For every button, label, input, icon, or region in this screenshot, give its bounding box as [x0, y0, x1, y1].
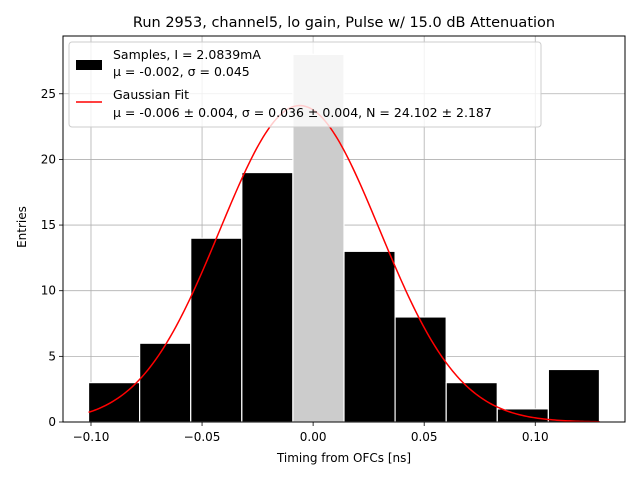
- histogram-bar: [139, 342, 192, 423]
- histogram-bar: [241, 171, 294, 423]
- axis-ticks: −0.10 −0.05 0.00 0.05 0.10 0 5 10 15 20 25: [41, 87, 549, 444]
- legend-fit-stats: μ = -0.006 ± 0.004, σ = 0.036 ± 0.004, N…: [113, 105, 492, 120]
- x-tick-label: 0.10: [522, 430, 549, 444]
- y-tick-label: 5: [48, 349, 56, 363]
- histogram-bar: [394, 316, 447, 423]
- y-tick-label: 25: [41, 87, 56, 101]
- histogram-bar: [87, 382, 141, 423]
- legend-samples-label: Samples, I = 2.0839mA: [113, 47, 261, 62]
- chart-title: Run 2953, channel5, lo gain, Pulse w/ 15…: [133, 15, 555, 31]
- legend-samples-swatch: [76, 60, 102, 70]
- y-tick-label: 20: [41, 152, 56, 166]
- legend: Samples, I = 2.0839mA μ = -0.002, σ = 0.…: [68, 41, 542, 128]
- y-axis-label: Entries: [15, 206, 29, 248]
- y-tick-label: 0: [48, 415, 56, 429]
- gaussian-fit-curve: [88, 104, 600, 423]
- y-tick-label: 10: [41, 284, 56, 298]
- histogram-bar: [190, 237, 243, 423]
- x-tick-label: −0.10: [73, 430, 110, 444]
- histogram-bar: [343, 250, 396, 423]
- x-tick-label: 0.05: [411, 430, 438, 444]
- legend-box: [68, 41, 542, 128]
- y-tick-label: 15: [41, 218, 56, 232]
- x-tick-label: −0.05: [184, 430, 221, 444]
- x-tick-label: 0.00: [300, 430, 327, 444]
- x-axis-label: Timing from OFCs [ns]: [276, 451, 411, 465]
- legend-samples-stats: μ = -0.002, σ = 0.045: [113, 64, 250, 79]
- gaussian-fit: [88, 104, 600, 423]
- axes-border: [62, 35, 626, 423]
- legend-fit-label: Gaussian Fit: [113, 87, 189, 102]
- axes-frame: [62, 35, 626, 423]
- histogram-bar: [547, 368, 601, 423]
